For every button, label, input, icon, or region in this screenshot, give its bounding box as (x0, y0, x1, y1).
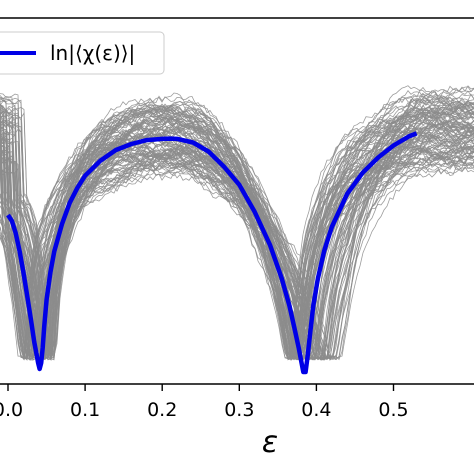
sample-curves (0, 85, 474, 362)
sample-curve (0, 90, 474, 359)
sample-curve (0, 146, 474, 361)
sample-curve (0, 94, 474, 361)
x-tick-label: 0.5 (378, 399, 408, 421)
x-ticks: 0.0 0.1 0.2 0.3 0.4 0.5 (0, 384, 409, 421)
x-tick-label: 0.3 (224, 399, 254, 421)
sample-curve (0, 99, 474, 361)
x-tick-label: 0.0 (0, 399, 23, 421)
x-tick-label: 0.4 (301, 399, 331, 421)
legend-label: ln|⟨χ(ε)⟩| (50, 41, 135, 65)
x-tick-label: 0.1 (70, 399, 100, 421)
sample-curve (0, 149, 474, 361)
legend: ln|⟨χ(ε)⟩| (0, 31, 165, 75)
sample-curve (0, 116, 474, 361)
sample-curve (0, 144, 474, 359)
sample-curve (0, 85, 474, 361)
sample-curve (0, 133, 474, 360)
sample-curve (0, 98, 474, 360)
legend-box (0, 31, 165, 75)
x-axis-label: ε (262, 425, 278, 460)
mean-curve (6, 131, 418, 375)
x-tick-label: 0.2 (147, 399, 177, 421)
sample-curve (0, 144, 474, 359)
mean-curve-group (6, 131, 418, 375)
